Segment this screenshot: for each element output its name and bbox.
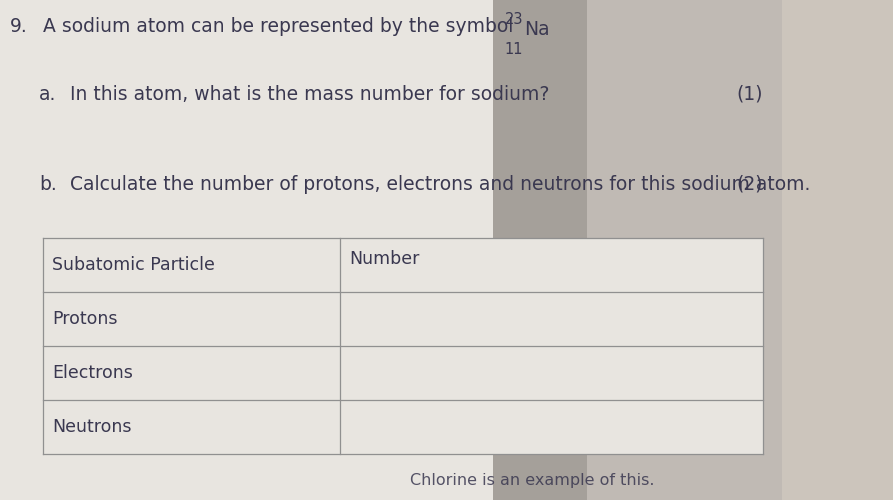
Text: b.: b. (39, 175, 57, 194)
Bar (493, 0, 782, 500)
Text: Neutrons: Neutrons (53, 418, 132, 436)
Text: 9.: 9. (10, 18, 27, 36)
Text: Chlorine is an example of this.: Chlorine is an example of this. (410, 472, 655, 488)
Text: Subatomic Particle: Subatomic Particle (53, 256, 215, 274)
Text: 23: 23 (505, 12, 523, 28)
Bar (493, 0, 587, 500)
Text: Calculate the number of protons, electrons and neutrons for this sodium atom.: Calculate the number of protons, electro… (71, 175, 811, 194)
Text: Electrons: Electrons (53, 364, 133, 382)
Bar (43, 238, 763, 454)
Text: Protons: Protons (53, 310, 118, 328)
Text: (1): (1) (737, 85, 763, 104)
Text: a.: a. (39, 85, 56, 104)
Text: Na: Na (524, 20, 550, 39)
Text: Number: Number (350, 250, 420, 268)
Text: A sodium atom can be represented by the symbol: A sodium atom can be represented by the … (43, 18, 513, 36)
Text: 11: 11 (505, 42, 523, 58)
Text: In this atom, what is the mass number for sodium?: In this atom, what is the mass number fo… (71, 85, 550, 104)
Text: (2): (2) (737, 175, 763, 194)
